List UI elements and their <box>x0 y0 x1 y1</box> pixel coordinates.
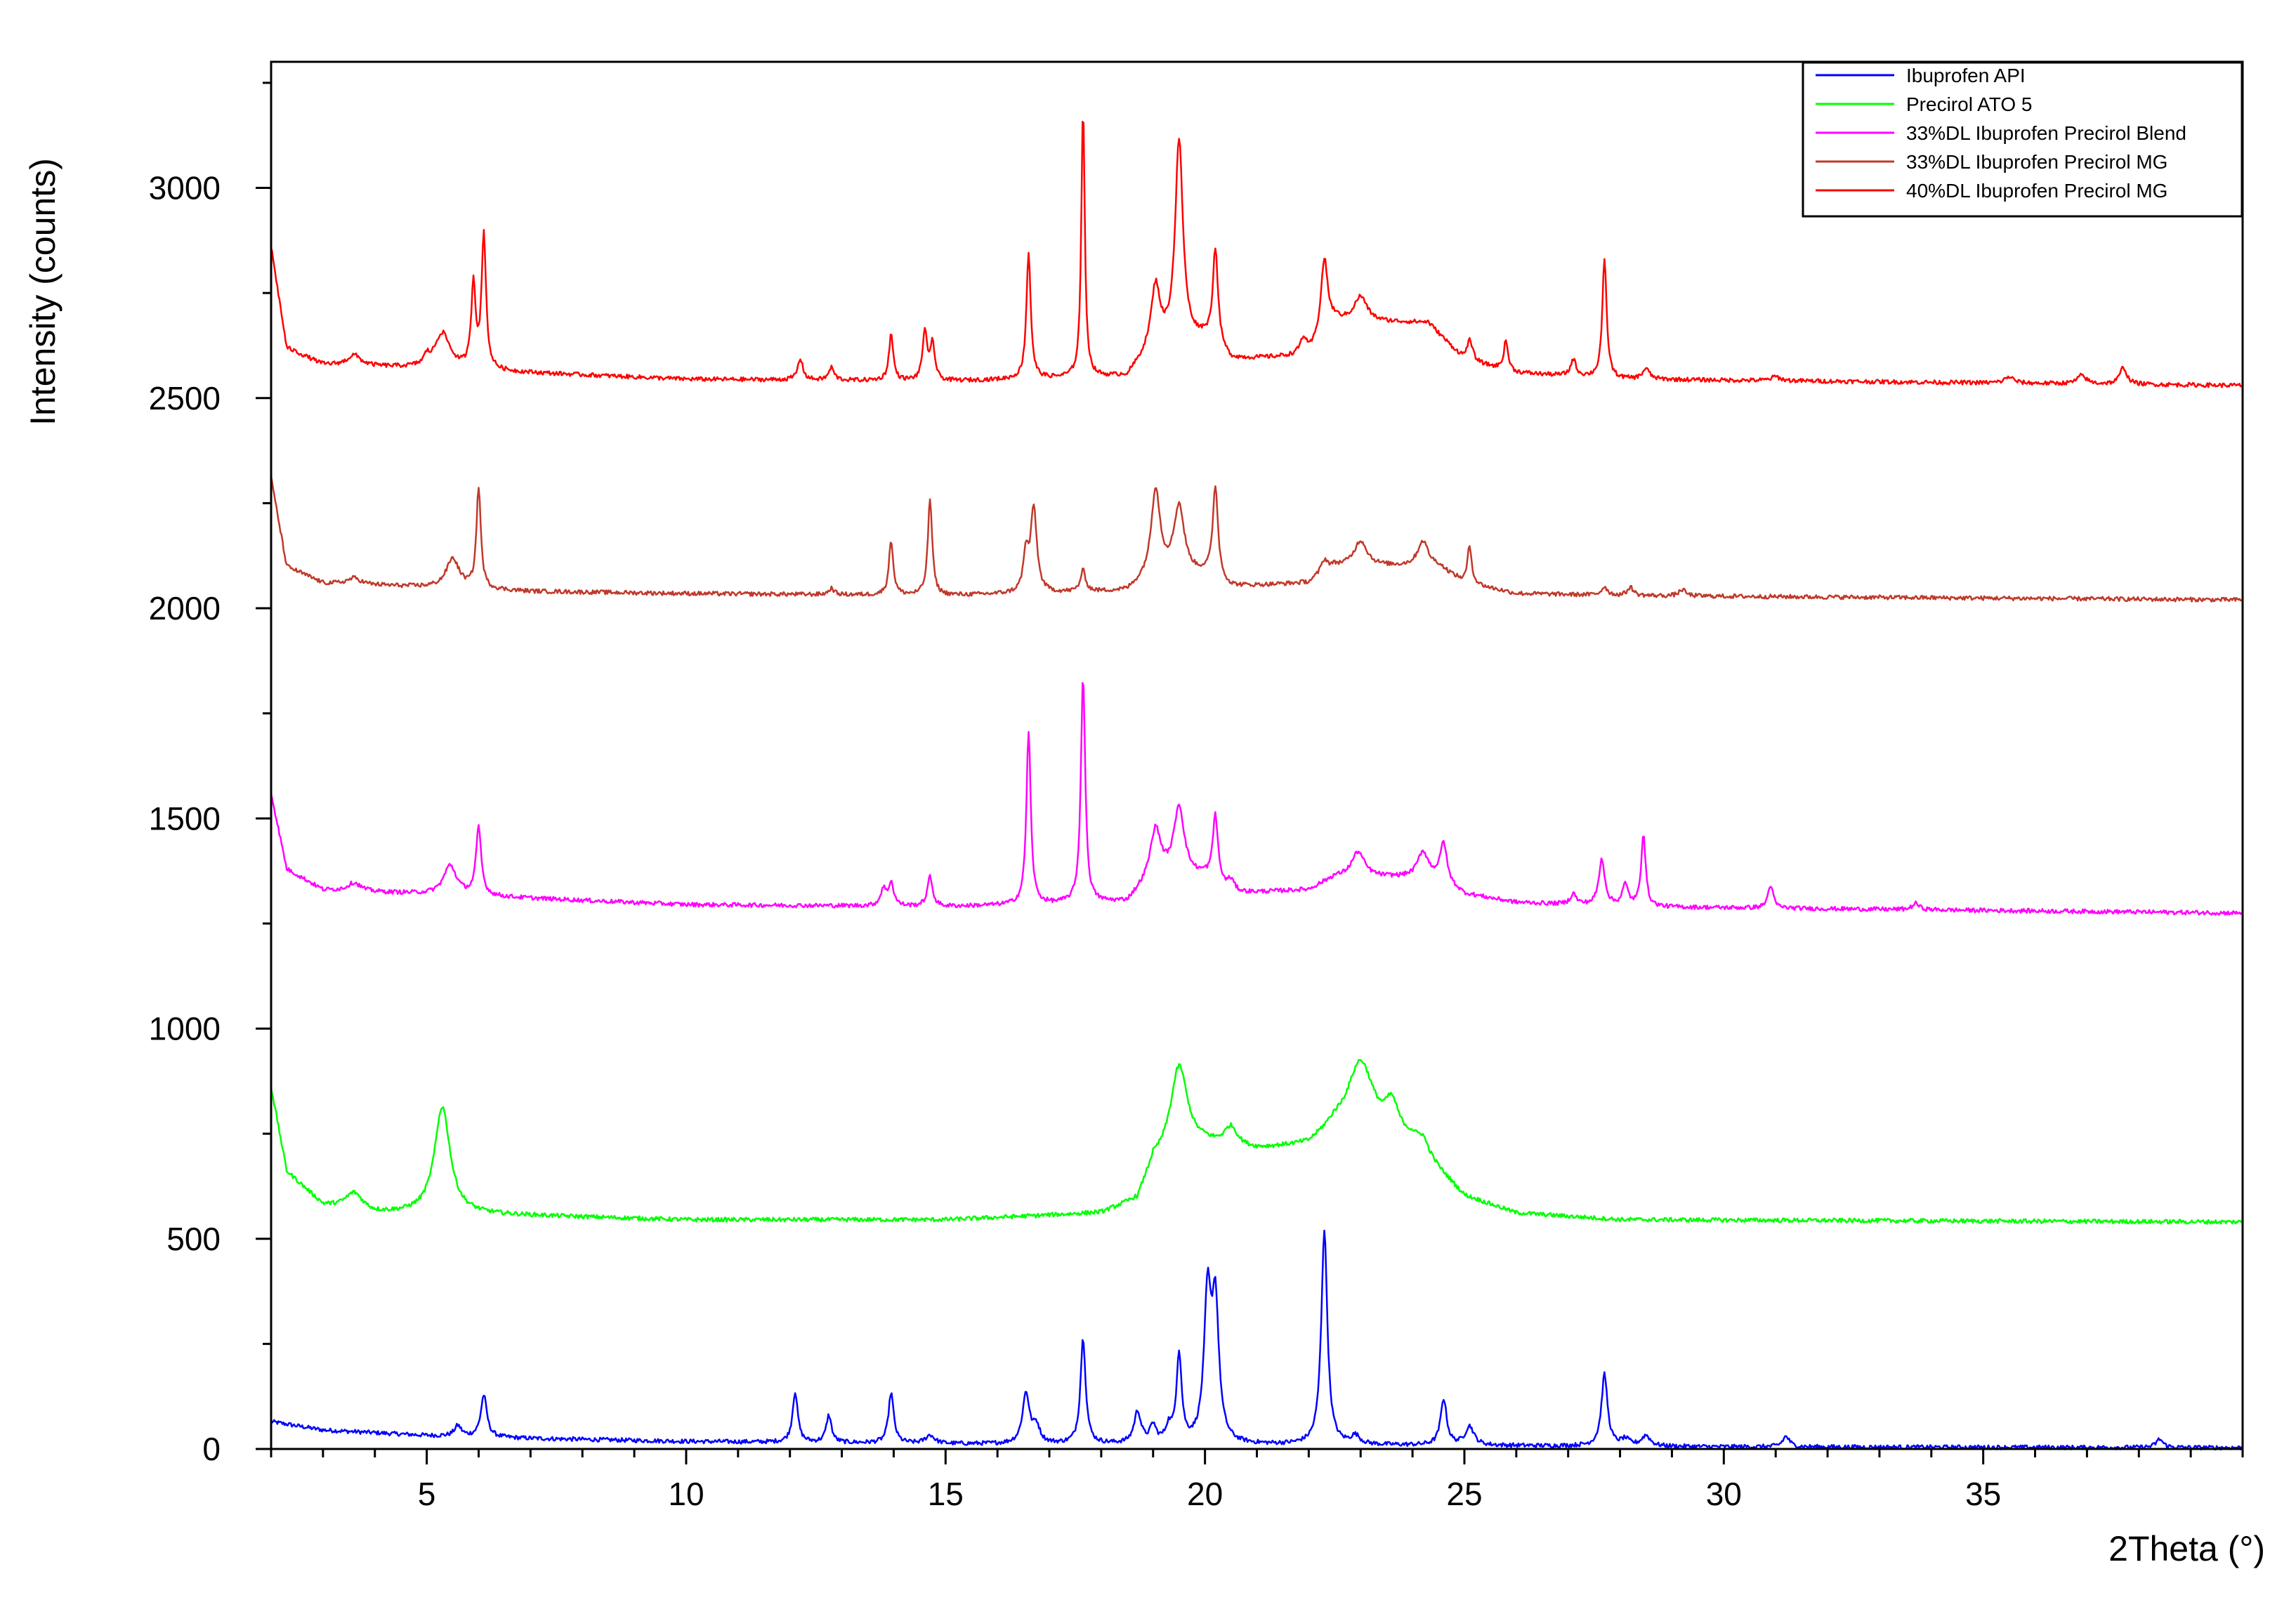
legend-label: 40%DL Ibuprofen Precirol MG <box>1906 180 2167 202</box>
x-axis-ticks: 5 10 15 20 25 30 35 <box>270 1449 2244 1512</box>
legend-label: Precirol ATO 5 <box>1906 93 2032 115</box>
y-tick-label: 1500 <box>149 800 221 837</box>
legend-label: Ibuprofen API <box>1906 65 2026 86</box>
y-tick-label: 2000 <box>149 590 221 627</box>
series-layer <box>270 121 2243 1451</box>
series-line-2 <box>270 1058 2243 1225</box>
x-tick-label: 30 <box>1706 1476 1742 1512</box>
series-line-4 <box>270 475 2243 603</box>
legend: Ibuprofen API Precirol ATO 5 33%DL Ibuprof… <box>1802 61 2243 218</box>
series-line-1 <box>270 1229 2243 1451</box>
y-tick-label: 1000 <box>149 1011 221 1047</box>
plot-frame <box>270 60 2244 1450</box>
y-axis-ticks: 0 500 1000 1500 2000 2500 3000 <box>149 81 271 1467</box>
x-axis-title: 2Theta (°) <box>2108 1529 2265 1568</box>
x-tick-label: 20 <box>1187 1476 1223 1512</box>
y-axis-title: Intensity (counts) <box>23 158 63 426</box>
y-tick-label: 0 <box>202 1431 221 1467</box>
x-tick-label: 10 <box>668 1476 704 1512</box>
x-tick-label: 35 <box>1965 1476 2001 1512</box>
legend-label: 33%DL Ibuprofen Precirol Blend <box>1906 122 2186 144</box>
legend-label: 33%DL Ibuprofen Precirol MG <box>1906 151 2167 173</box>
series-line-3 <box>270 682 2243 916</box>
x-tick-label: 15 <box>928 1476 964 1512</box>
x-tick-label: 25 <box>1446 1476 1482 1512</box>
x-tick-label: 5 <box>418 1476 436 1512</box>
series-line-5 <box>270 121 2243 388</box>
y-tick-label: 500 <box>166 1221 221 1257</box>
y-tick-label: 2500 <box>149 380 221 416</box>
y-tick-label: 3000 <box>149 170 221 206</box>
